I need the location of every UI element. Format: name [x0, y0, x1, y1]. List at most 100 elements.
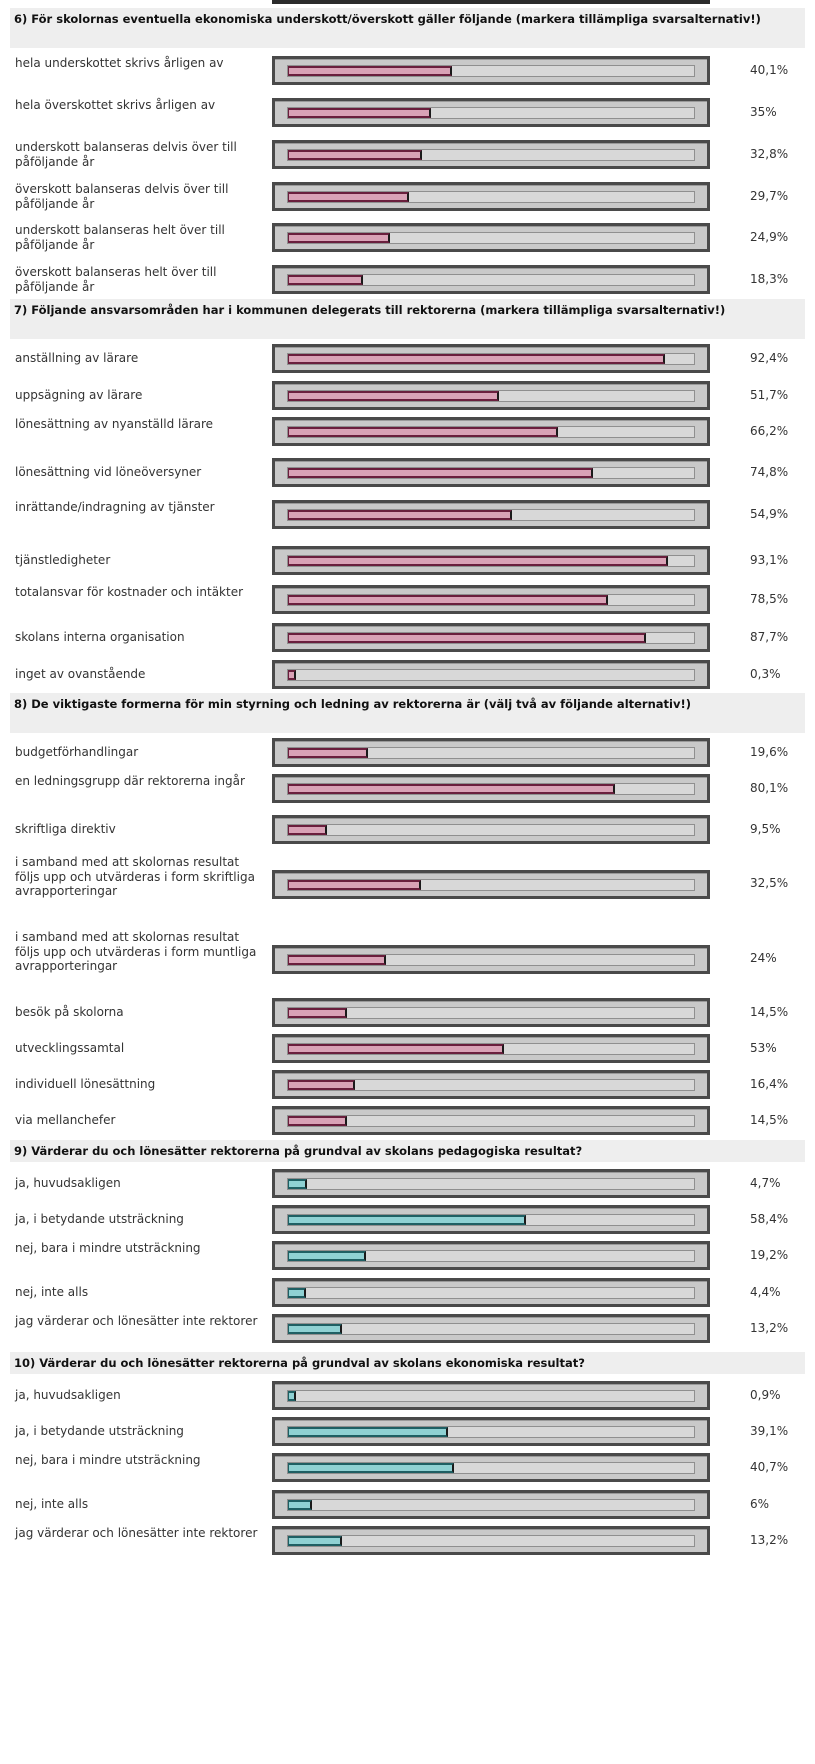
bar-inner-track: [287, 1287, 695, 1299]
percent-label: 74,8%: [750, 465, 789, 479]
bar-track: [275, 1172, 707, 1195]
percent-label: 53%: [750, 1041, 777, 1055]
percent-label: 4,7%: [750, 1176, 781, 1190]
bar-inner-track: [287, 390, 695, 402]
bar-inner-track: [287, 1250, 695, 1262]
bar-value-fill: [288, 748, 368, 758]
percent-label: 54,9%: [750, 507, 789, 521]
bar-value-fill: [288, 633, 646, 643]
percent-label: 87,7%: [750, 630, 789, 644]
answer-label: via mellanchefer: [15, 1113, 116, 1127]
bar-frame: [272, 458, 710, 487]
percent-label: 14,5%: [750, 1113, 789, 1127]
bar-track: [275, 1281, 707, 1304]
bar-value-fill: [288, 1080, 355, 1090]
question-heading: 10) Värderar du och lönesätter rektorern…: [10, 1352, 805, 1374]
bar-frame: [272, 945, 710, 974]
percent-label: 24,9%: [750, 230, 789, 244]
bar-track: [275, 226, 707, 249]
bar-inner-track: [287, 669, 695, 681]
bar-value-fill: [288, 275, 363, 285]
bar-inner-track: [287, 824, 695, 836]
bar-frame: [272, 585, 710, 614]
top-bar-edge: [272, 0, 710, 4]
percent-label: 51,7%: [750, 388, 789, 402]
bar-inner-track: [287, 747, 695, 759]
bar-inner-track: [287, 594, 695, 606]
percent-label: 24%: [750, 951, 777, 965]
question-heading: 7) Följande ansvarsområden har i kommune…: [10, 299, 805, 339]
bar-frame: [272, 381, 710, 410]
bar-inner-track: [287, 783, 695, 795]
bar-frame: [272, 1169, 710, 1198]
bar-track: [275, 1244, 707, 1267]
answer-label: lönesättning vid löneöversyner: [15, 465, 202, 479]
bar-track: [275, 1073, 707, 1096]
bar-value-fill: [288, 1536, 342, 1546]
percent-label: 32,5%: [750, 876, 789, 890]
bar-value-fill: [288, 595, 608, 605]
percent-label: 32,8%: [750, 147, 789, 161]
answer-label: besök på skolorna: [15, 1005, 124, 1019]
bar-track: [275, 1384, 707, 1407]
answer-label: individuell lönesättning: [15, 1077, 156, 1091]
bar-value-fill: [288, 66, 452, 76]
bar-inner-track: [287, 232, 695, 244]
bar-track: [275, 143, 707, 166]
bar-frame: [272, 1205, 710, 1234]
bar-track: [275, 59, 707, 82]
bar-frame: [272, 1241, 710, 1270]
answer-label: nej, inte alls: [15, 1497, 89, 1511]
answer-label: nej, inte alls: [15, 1285, 89, 1299]
bar-inner-track: [287, 467, 695, 479]
bar-track: [275, 1529, 707, 1552]
bar-frame: [272, 223, 710, 252]
answer-label: skolans interna organisation: [15, 630, 185, 644]
bar-track: [275, 1208, 707, 1231]
bar-value-fill: [288, 784, 615, 794]
bar-value-fill: [288, 556, 668, 566]
bar-inner-track: [287, 1214, 695, 1226]
percent-label: 19,2%: [750, 1248, 789, 1262]
answer-label: tjänstledigheter: [15, 553, 111, 567]
answer-label: inrättande/indragning av tjänster: [15, 500, 215, 514]
bar-track: [275, 1420, 707, 1443]
bar-track: [275, 503, 707, 526]
bar-value-fill: [288, 391, 499, 401]
bar-frame: [272, 998, 710, 1027]
question-heading: 9) Värderar du och lönesätter rektorerna…: [10, 1140, 805, 1162]
percent-label: 39,1%: [750, 1424, 789, 1438]
bar-track: [275, 1317, 707, 1340]
bar-frame: [272, 1278, 710, 1307]
bar-value-fill: [288, 670, 296, 680]
percent-label: 6%: [750, 1497, 770, 1511]
percent-label: 93,1%: [750, 553, 789, 567]
bar-value-fill: [288, 1179, 307, 1189]
bar-inner-track: [287, 879, 695, 891]
bar-value-fill: [288, 108, 431, 118]
bar-inner-track: [287, 1007, 695, 1019]
answer-label: ja, huvudsakligen: [15, 1176, 121, 1190]
bar-value-fill: [288, 1500, 312, 1510]
bar-frame: [272, 1314, 710, 1343]
bar-inner-track: [287, 149, 695, 161]
bar-value-fill: [288, 1427, 448, 1437]
answer-label: anställning av lärare: [15, 351, 139, 365]
answer-label: i samband med att skolornas resultat föl…: [15, 855, 255, 898]
bar-inner-track: [287, 353, 695, 365]
bar-value-fill: [288, 468, 593, 478]
bar-track: [275, 873, 707, 896]
bar-inner-track: [287, 1115, 695, 1127]
bar-track: [275, 384, 707, 407]
answer-label: underskott balanseras delvis över till p…: [15, 140, 237, 169]
bar-frame: [272, 140, 710, 169]
bar-inner-track: [287, 1390, 695, 1402]
bar-inner-track: [287, 191, 695, 203]
answer-label: uppsägning av lärare: [15, 388, 143, 402]
answer-label: jag värderar och lönesätter inte rektore…: [15, 1526, 258, 1540]
bar-inner-track: [287, 555, 695, 567]
answer-label: nej, bara i mindre utsträckning: [15, 1241, 201, 1255]
percent-label: 18,3%: [750, 272, 789, 286]
bar-frame: [272, 1106, 710, 1135]
bar-value-fill: [288, 150, 422, 160]
